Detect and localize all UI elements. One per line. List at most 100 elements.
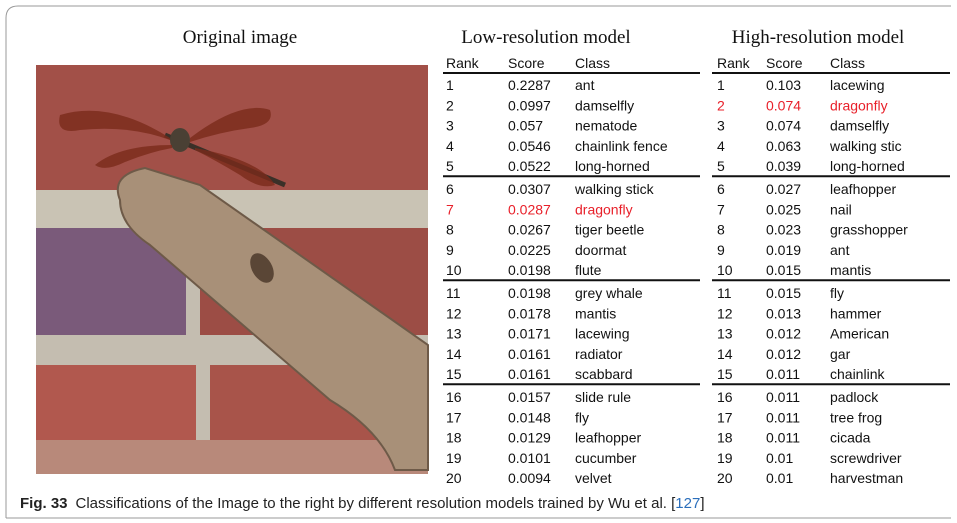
- cell: velvet: [575, 470, 612, 486]
- caption: Fig. 33 Classifications of the Image to t…: [20, 495, 704, 512]
- cell: harvestman: [830, 470, 903, 486]
- cell: leafhopper: [830, 181, 897, 197]
- column-header: Score: [508, 55, 545, 71]
- cell: 13: [717, 326, 733, 342]
- cell: 4: [717, 138, 725, 154]
- cell: 0.011: [766, 389, 800, 405]
- cell: 0.103: [766, 77, 801, 93]
- cell: 6: [717, 181, 725, 197]
- column-header: Rank: [446, 55, 480, 71]
- cell: leafhopper: [575, 430, 642, 446]
- photo: [36, 65, 429, 474]
- cell: 20: [446, 470, 462, 486]
- cell: 0.0225: [508, 242, 551, 258]
- cell: 0.074: [766, 97, 801, 113]
- cell: tiger beetle: [575, 222, 644, 238]
- cell: 0.015: [766, 262, 801, 278]
- cell: 0.012: [766, 346, 801, 362]
- cell: 19: [446, 450, 462, 466]
- cell: 10: [446, 262, 462, 278]
- cell: hammer: [830, 305, 882, 321]
- cell: dragonfly: [575, 201, 633, 217]
- cell: 0.0157: [508, 389, 551, 405]
- cell: screwdriver: [830, 450, 902, 466]
- cell: nematode: [575, 118, 637, 134]
- cell: 8: [717, 222, 725, 238]
- cell: doormat: [575, 242, 626, 258]
- cell: 5: [717, 158, 725, 174]
- cell: 0.057: [508, 118, 543, 134]
- cell: ant: [830, 242, 850, 258]
- cell: 11: [446, 285, 461, 301]
- cell: 1: [717, 77, 725, 93]
- cell: long-horned: [830, 158, 905, 174]
- cell: 4: [446, 138, 454, 154]
- cell: 3: [717, 118, 725, 134]
- cell: 0.01: [766, 450, 793, 466]
- low-title: Low-resolution model: [461, 27, 630, 48]
- cell: cicada: [830, 430, 871, 446]
- cell: dragonfly: [830, 97, 888, 113]
- cell: damselfly: [575, 97, 634, 113]
- cell: 11: [717, 285, 732, 301]
- high-title: High-resolution model: [732, 27, 905, 48]
- cell: 18: [717, 430, 733, 446]
- cell: cucumber: [575, 450, 637, 466]
- cell: 15: [446, 366, 462, 382]
- cell: flute: [575, 262, 602, 278]
- cell: fly: [830, 285, 844, 301]
- cell: 0.023: [766, 222, 801, 238]
- cell: 0.025: [766, 201, 801, 217]
- cell: lacewing: [575, 326, 629, 342]
- caption-ref[interactable]: 127: [675, 495, 700, 512]
- cell: 0.0161: [508, 346, 551, 362]
- cell: 14: [717, 346, 733, 362]
- cell: 12: [717, 305, 733, 321]
- cell: ant: [575, 77, 595, 93]
- column-header: Score: [766, 55, 803, 71]
- cell: 0.0267: [508, 222, 551, 238]
- cell: tree frog: [830, 409, 882, 425]
- cell: 0.0546: [508, 138, 551, 154]
- cell: walking stic: [829, 138, 902, 154]
- cell: scabbard: [575, 366, 633, 382]
- cell: 6: [446, 181, 454, 197]
- cell: 0.074: [766, 118, 801, 134]
- cell: 17: [717, 409, 733, 425]
- frame: [5, 5, 951, 518]
- cell: 0.0307: [508, 181, 551, 197]
- cell: 2: [446, 97, 454, 113]
- cell: 0.012: [766, 326, 801, 342]
- cell: 0.0198: [508, 285, 551, 301]
- cell: damselfly: [830, 118, 889, 134]
- cell: 0.0178: [508, 305, 551, 321]
- cell: 0.019: [766, 242, 801, 258]
- cell: 0.039: [766, 158, 801, 174]
- cell: long-horned: [575, 158, 650, 174]
- cell: 13: [446, 326, 462, 342]
- cell: American: [830, 326, 889, 342]
- cell: 0.01: [766, 470, 793, 486]
- cell: 15: [717, 366, 733, 382]
- cell: walking stick: [574, 181, 655, 197]
- caption-label: Fig. 33: [20, 495, 68, 512]
- cell: 0.0198: [508, 262, 551, 278]
- cell: 17: [446, 409, 462, 425]
- cell: gar: [830, 346, 851, 362]
- cell: slide rule: [575, 389, 631, 405]
- cell: 16: [717, 389, 733, 405]
- cell: 5: [446, 158, 454, 174]
- cell: 0.0287: [508, 201, 551, 217]
- cell: 1: [446, 77, 454, 93]
- cell: 0.0101: [508, 450, 551, 466]
- column-header: Class: [575, 55, 610, 71]
- cell: grey whale: [575, 285, 643, 301]
- column-header: Rank: [717, 55, 751, 71]
- column-header: Class: [830, 55, 865, 71]
- cell: 0.011: [766, 366, 800, 382]
- cell: 0.011: [766, 430, 800, 446]
- cell: chainlink fence: [575, 138, 668, 154]
- cell: 10: [717, 262, 733, 278]
- caption-tail: ]: [700, 495, 704, 512]
